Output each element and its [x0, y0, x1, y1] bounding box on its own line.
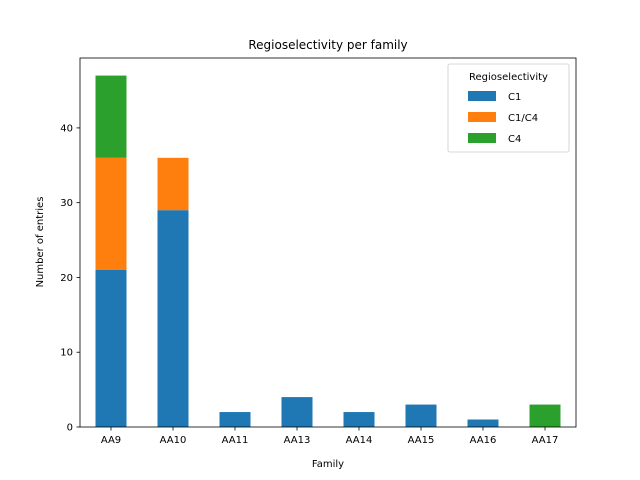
y-tick-label: 30: [60, 198, 73, 209]
bar-aa9-c4: [95, 75, 127, 158]
chart-title: Regioselectivity per family: [248, 38, 407, 52]
legend-label: C4: [508, 134, 521, 145]
legend-swatch-c1: [468, 91, 496, 101]
plot-frame: [79, 57, 577, 428]
legend-label: C1: [508, 92, 521, 103]
y-tick-label: 0: [67, 423, 73, 434]
bar-aa14-c1: [343, 412, 375, 427]
legend-label: C1/C4: [508, 113, 538, 124]
x-tick-label: AA11: [222, 435, 249, 446]
bar-aa9-c1-c4: [95, 157, 127, 270]
x-axis-label: Family: [312, 459, 344, 470]
bar-aa17-c4: [529, 404, 561, 427]
bars-group: [95, 75, 561, 427]
x-tick-label: AA14: [346, 435, 373, 446]
y-tick-label: 10: [60, 348, 73, 359]
bar-aa15-c1: [405, 404, 437, 427]
x-tick-label: AA17: [532, 435, 559, 446]
y-tick-label: 40: [60, 123, 73, 134]
legend-swatch-c4: [468, 133, 496, 143]
x-tick-label: AA10: [160, 435, 187, 446]
bar-aa11-c1: [219, 412, 251, 427]
y-tick-label: 20: [60, 273, 73, 284]
bar-aa13-c1: [281, 397, 313, 427]
legend-swatch-c1-c4: [468, 112, 496, 122]
x-tick-label: AA15: [408, 435, 435, 446]
y-axis-label: Number of entries: [35, 197, 46, 288]
axes-group: AA9 AA10 AA11 AA13 AA14 AA15 AA16 AA17 0 10 20 30 40: [60, 57, 577, 446]
bar-aa10-c1-c4: [157, 157, 189, 211]
legend-title: Regioselectivity: [469, 72, 548, 83]
x-tick-label: AA13: [284, 435, 311, 446]
legend: Regioselectivity C1 C1/C4 C4: [447, 63, 570, 153]
legend-box: [447, 63, 570, 153]
bar-aa16-c1: [467, 419, 499, 427]
x-tick-label: AA16: [470, 435, 497, 446]
x-tick-label: AA9: [101, 435, 121, 446]
bar-aa10-c1: [157, 210, 189, 427]
bar-aa9-c1: [95, 269, 127, 427]
